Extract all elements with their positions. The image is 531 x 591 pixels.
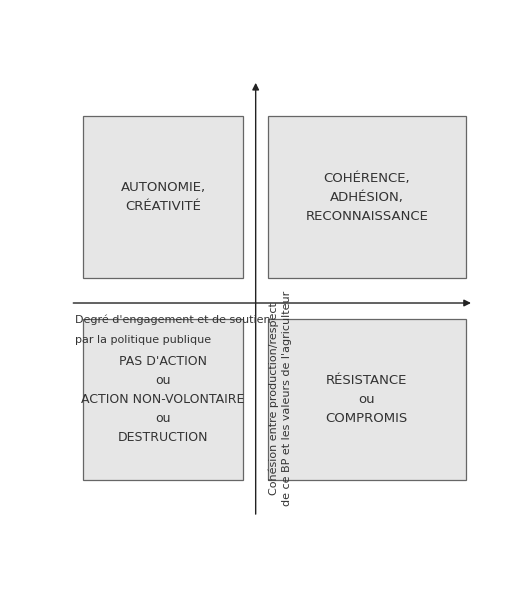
Bar [83,116,243,278]
Bar [268,319,466,480]
Text: PAS D'ACTION
ou
ACTION NON-VOLONTAIRE
ou
DESTRUCTION: PAS D'ACTION ou ACTION NON-VOLONTAIRE ou… [81,355,245,444]
Text: par la politique publique: par la politique publique [74,335,211,345]
Text: AUTONOMIE,
CRÉATIVITÉ: AUTONOMIE, CRÉATIVITÉ [121,181,205,213]
Text: Degré d'engagement et de soutien: Degré d'engagement et de soutien [74,314,270,325]
Text: COHÉRENCE,
ADHÉSION,
RECONNAISSANCE: COHÉRENCE, ADHÉSION, RECONNAISSANCE [305,172,428,223]
Bar [268,116,466,278]
Text: RÉSISTANCE
ou
COMPROMIS: RÉSISTANCE ou COMPROMIS [326,374,408,425]
Bar [83,319,243,480]
Text: Cohésion entre production/respect
de ce BP et les valeurs de l'agriculteur: Cohésion entre production/respect de ce … [268,291,292,506]
